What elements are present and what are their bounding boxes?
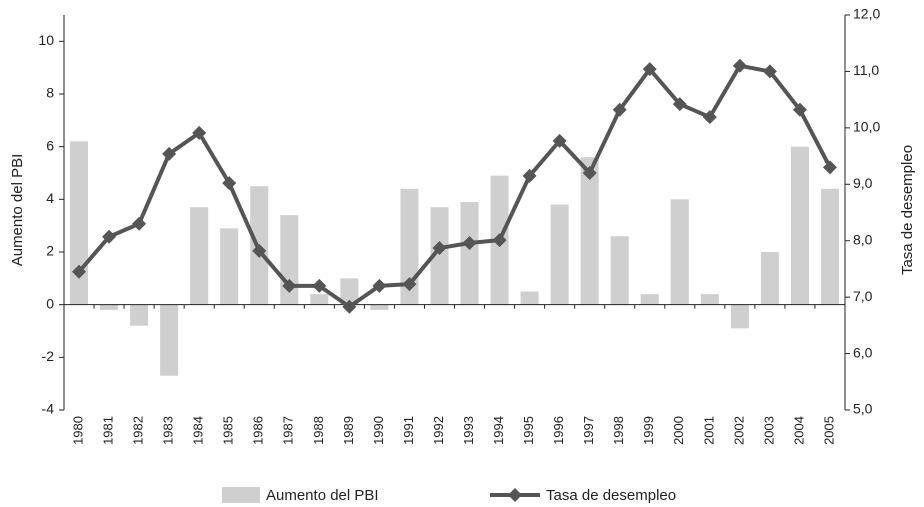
bar [430,207,449,305]
x-tick-label: 1998 [611,416,626,445]
line-marker [522,168,537,183]
line-marker [342,299,357,314]
line-marker [462,235,477,250]
y2-tick-label: 5,0 [853,401,873,417]
x-tick-label: 1994 [491,416,506,445]
line-marker [672,97,687,112]
x-tick-label: 1996 [551,416,566,445]
bar [700,294,719,305]
y-tick-label: 0 [46,295,54,311]
line-marker [252,243,267,258]
x-tick-label: 2002 [731,416,746,445]
bar [100,304,119,310]
x-tick-label: 1985 [221,416,236,445]
line-marker [492,233,507,248]
y2-tick-label: 7,0 [853,288,873,304]
bar [370,304,389,310]
legend-swatch [222,487,260,503]
y2-tick-label: 6,0 [853,344,873,360]
y-tick-label: -4 [42,401,55,417]
line-marker [282,278,297,293]
line-marker [102,229,117,244]
legend-label: Aumento del PBI [266,487,379,504]
bar [130,304,149,326]
x-tick-label: 2005 [821,416,836,445]
bar [460,201,479,305]
line-marker [72,264,87,279]
line-marker [372,278,387,293]
y2-tick-label: 12,0 [853,6,880,22]
x-tick-label: 1997 [581,416,596,445]
bar [190,207,209,305]
x-tick-label: 1986 [251,416,266,445]
y2-tick-label: 10,0 [853,119,880,135]
line-marker [762,64,777,79]
y-tick-label: 6 [46,137,54,153]
line-marker [312,278,327,293]
y-tick-label: 10 [38,32,54,48]
bar [550,204,569,305]
bar [790,146,809,305]
bar [730,304,749,329]
y2-tick-label: 11,0 [853,62,879,78]
x-tick-label: 1981 [100,416,115,445]
line-marker [432,241,447,256]
line-marker [162,146,177,161]
x-tick-label: 1992 [431,416,446,445]
x-tick-label: 1980 [70,416,85,445]
y2-tick-label: 8,0 [853,231,873,247]
bar [340,278,359,305]
bar [640,294,659,305]
line-marker [552,133,567,148]
x-tick-label: 1993 [461,416,476,445]
line-marker [702,110,717,125]
bar [610,236,629,305]
bar [760,252,779,305]
bar [70,141,89,305]
x-tick-label: 1982 [131,416,146,445]
line-marker [222,176,237,191]
x-tick-label: 2003 [761,416,776,445]
bar [820,188,839,305]
bar [160,304,179,376]
y2-tick-label: 9,0 [853,175,873,191]
bar [670,199,689,305]
y-tick-label: 8 [46,85,54,101]
legend-label: Tasa de desempleo [546,487,676,504]
y-tick-label: -2 [42,348,55,364]
y-axis-title: Aumento del PBI [9,154,26,267]
x-tick-label: 1990 [371,416,386,445]
line-marker [582,166,597,180]
bar [520,291,539,305]
x-tick-label: 1995 [521,416,536,445]
legend-marker [508,488,522,502]
x-tick-label: 1989 [341,416,356,445]
bar [220,228,239,305]
x-tick-label: 1983 [161,416,176,445]
y-tick-label: 2 [46,243,54,259]
x-tick-label: 1988 [311,416,326,445]
line [77,63,832,310]
line-marker [132,216,147,231]
line-marker [612,102,627,117]
line-marker [822,160,837,175]
line-marker [402,277,417,292]
line-marker [792,102,807,117]
y-tick-label: 4 [46,190,54,206]
x-tick-label: 2001 [701,416,716,445]
y2-axis-title: Tasa de desempleo [899,145,916,275]
line-marker [192,125,207,140]
x-tick-label: 1984 [191,416,206,445]
x-tick-label: 2004 [791,416,806,445]
line-marker [642,62,657,77]
bar [310,294,329,305]
x-tick-label: 1987 [281,416,296,445]
x-tick-label: 2000 [671,416,686,445]
x-tick-label: 1999 [641,416,656,445]
bar [580,157,599,305]
x-tick-label: 1991 [401,416,416,445]
line-marker [732,58,747,73]
